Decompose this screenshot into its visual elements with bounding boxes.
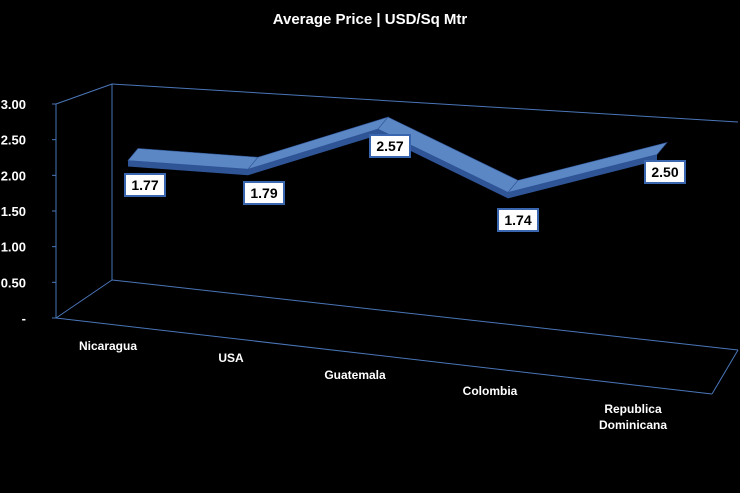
back-wall-bottom bbox=[111, 279, 739, 351]
x-tick-label: USA bbox=[218, 351, 244, 365]
top-left-edge bbox=[55, 83, 113, 105]
x-tick-label-line: USA bbox=[218, 351, 244, 365]
data-label-box bbox=[124, 173, 166, 197]
data-label: 2.50 bbox=[651, 164, 678, 180]
floor-left-edge bbox=[55, 279, 113, 319]
data-label-box bbox=[369, 134, 411, 158]
chart-frame bbox=[55, 83, 739, 395]
y-axis-ticks: - 0.50 1.00 1.50 2.00 2.50 3.00 bbox=[1, 97, 56, 326]
floor-right-edge bbox=[711, 349, 739, 395]
back-wall-top bbox=[111, 83, 739, 123]
ribbon-side-segment bbox=[248, 129, 378, 176]
y-tick-label: 2.00 bbox=[1, 168, 26, 183]
x-tick-label-line: Dominicana bbox=[599, 418, 667, 432]
x-tick-label-line: Nicaragua bbox=[79, 339, 137, 353]
x-tick-label-line: Colombia bbox=[463, 384, 518, 398]
data-label: 2.57 bbox=[376, 138, 403, 154]
data-label-box bbox=[497, 208, 539, 232]
floor-front-edge bbox=[55, 317, 713, 395]
ribbon-segment bbox=[507, 141, 668, 193]
data-label-box bbox=[644, 160, 686, 184]
y-tick-label: 3.00 bbox=[1, 97, 26, 112]
y-tick-label: 0.50 bbox=[1, 275, 26, 290]
x-tick-label: Nicaragua bbox=[79, 339, 137, 353]
data-label: 1.77 bbox=[131, 177, 158, 193]
y-tick-label: - bbox=[22, 311, 26, 326]
ribbon-side-segment bbox=[508, 154, 657, 199]
y-tick-label: 1.00 bbox=[1, 240, 26, 255]
ribbon-segment bbox=[247, 116, 389, 170]
y-tick-label: 2.50 bbox=[1, 133, 26, 148]
x-tick-label-line: Republica bbox=[604, 402, 662, 416]
x-tick-label-line: Guatemala bbox=[324, 368, 386, 382]
ribbon-side-segment bbox=[128, 160, 248, 176]
y-tick-label: 1.50 bbox=[1, 204, 26, 219]
x-tick-label: Colombia bbox=[463, 384, 518, 398]
data-labels: 1.77 1.79 2.57 1.74 2.50 bbox=[124, 134, 686, 232]
x-axis-ticks: Nicaragua USA Guatemala Colombia Republica Do… bbox=[79, 339, 667, 432]
chart-title: Average Price | USD/Sq Mtr bbox=[273, 11, 468, 28]
data-label: 1.79 bbox=[250, 185, 277, 201]
x-tick-label: Guatemala bbox=[324, 368, 386, 382]
x-tick-label: Republica Dominicana bbox=[599, 402, 667, 432]
data-label-box bbox=[243, 181, 285, 205]
data-label: 1.74 bbox=[504, 212, 531, 228]
